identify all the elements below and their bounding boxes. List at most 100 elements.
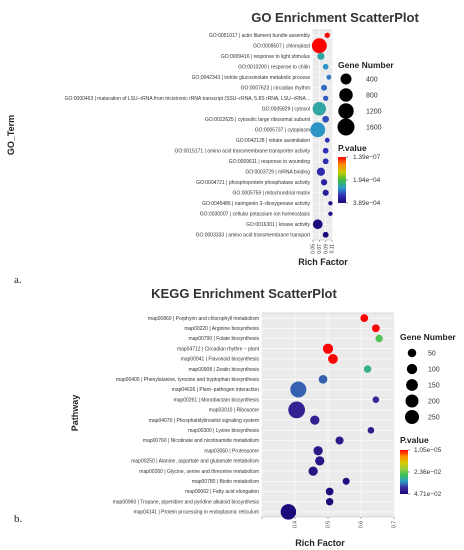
go-scatter-chart: GO Enrichment ScatterPlot a. GO:0051017 | …: [6, 10, 419, 286]
kegg-scatter-chart: KEGG Enrichment ScatterPlot b. map00860 | …: [14, 286, 456, 548]
data-point: [375, 334, 383, 343]
size-legend-circle: [405, 394, 419, 408]
y-tick-label: GO:0005759 | mitochondrial matrix: [233, 190, 311, 196]
y-tick-label: GO:0004721 | phosphoprotein phosphatase …: [196, 180, 310, 186]
x-tick-label: 0.5: [326, 521, 332, 528]
chart-title: GO Enrichment ScatterPlot: [251, 10, 419, 25]
data-point: [342, 477, 350, 485]
data-point: [288, 401, 306, 419]
data-point: [280, 504, 297, 520]
y-tick-label: GO:0010200 | response to chitin: [238, 64, 310, 70]
data-point: [325, 497, 334, 506]
data-point: [317, 52, 325, 60]
y-tick-label: map00941 | Flavonoid biosynthesis: [181, 357, 260, 363]
data-point: [312, 219, 323, 230]
color-legend-label: 2.36e−02: [414, 469, 442, 476]
color-legend-label: 1.39e−07: [353, 154, 381, 161]
color-legend-bar: [400, 450, 408, 494]
size-legend-label: 400: [366, 76, 378, 83]
y-tick-label: map04712 | Circadian rhythm − plant: [177, 346, 260, 352]
data-point: [313, 446, 323, 456]
y-tick-label: GO:0042128 | nitrate assimilation: [236, 138, 310, 144]
x-tick-label: 0.11: [330, 244, 336, 254]
data-point: [316, 167, 326, 176]
size-legend-label: 100: [428, 366, 440, 373]
data-point: [290, 381, 307, 398]
y-tick-label: GO:0003729 | mRNA binding: [245, 169, 310, 175]
data-point: [312, 102, 327, 116]
y-tick-label: GO:0005737 | cytoplasm: [255, 127, 310, 133]
size-legend-circle: [339, 88, 353, 102]
size-legend-label: 800: [366, 92, 378, 99]
y-tick-label: GO:0051017 | actin filament bundle assem…: [209, 33, 311, 39]
y-tick-label: GO:0030007 | cellular potassium ion home…: [200, 211, 311, 217]
data-point: [328, 354, 338, 364]
x-tick-label: 0.7: [392, 521, 398, 528]
size-legend-label: 250: [428, 414, 440, 421]
y-tick-label: GO:0016301 | kinase activity: [246, 222, 310, 228]
size-legend-circle: [338, 103, 354, 119]
data-point: [322, 147, 329, 154]
data-point: [328, 201, 333, 206]
y-tick-label: map00220 | Arginine biosynthesis: [184, 326, 259, 332]
color-legend-label: 4.71e−02: [414, 491, 442, 498]
color-legend-label: 1.94e−04: [353, 177, 381, 184]
data-point: [318, 374, 328, 384]
x-tick-label: 0.09: [323, 244, 329, 254]
y-tick-label: GO:0022625 | cytosolic large ribosomal s…: [205, 117, 311, 123]
y-tick-label: map00250 | Alanine, aspartate and glutam…: [131, 459, 259, 465]
x-tick-label: 0.6: [359, 521, 365, 528]
y-tick-label: map04626 | Plant−pathogen interaction: [172, 387, 260, 393]
data-point: [308, 466, 318, 476]
y-tick-label: map03050 | Proteasome: [204, 448, 259, 454]
y-axis-label: Pathway: [70, 395, 80, 432]
color-legend-label: 1.05e−05: [414, 447, 442, 454]
x-tick-label: 0.4: [293, 521, 299, 528]
y-tick-label: map00062 | Fatty acid elongation: [185, 489, 259, 495]
size-legend-label: 150: [428, 382, 440, 389]
color-legend-title: P.value: [338, 143, 367, 153]
data-point: [322, 343, 334, 354]
x-tick-label: 0.07: [317, 244, 323, 254]
data-point: [335, 436, 344, 445]
y-tick-label: map00760 | Nicotinate and nicotinamide m…: [143, 438, 259, 444]
data-point: [324, 137, 330, 143]
data-point: [371, 324, 380, 333]
chart-title: KEGG Enrichment ScatterPlot: [151, 286, 337, 301]
data-point: [323, 95, 329, 101]
data-point: [360, 314, 369, 322]
y-tick-label: map00300 | Lysine biosynthesis: [188, 428, 259, 434]
data-point: [372, 396, 380, 404]
color-legend-title: P.value: [400, 435, 429, 445]
x-axis-label: Rich Factor: [298, 257, 348, 267]
y-tick-label: map00960 | Tropane, piperidine and pyrid…: [113, 499, 260, 505]
size-legend-label: 50: [428, 350, 436, 357]
data-point: [311, 38, 327, 54]
y-tick-label: GO:0009611 | response to wounding: [229, 159, 310, 165]
y-tick-label: map04141 | Protein processing in endopla…: [133, 510, 259, 516]
data-point: [321, 84, 328, 91]
y-tick-label: GO:0042343 | indole glucosinolate metabo…: [192, 75, 311, 81]
size-legend-title: Gene Number: [400, 332, 456, 342]
y-tick-label: GO:0007623 | circadian rhythm: [241, 85, 310, 91]
y-tick-label: GO:0003333 | amino acid transmembrane tr…: [196, 232, 311, 238]
data-point: [363, 365, 372, 373]
y-tick-label: GO:0009507 | chloroplast: [253, 43, 311, 49]
data-point: [322, 158, 329, 165]
y-tick-label: GO:0015171 | amino acid transmembrane tr…: [174, 148, 310, 154]
data-point: [315, 456, 325, 466]
size-legend-label: 1600: [366, 124, 382, 131]
size-legend-circle: [337, 118, 355, 136]
y-tick-label: map04070 | Phosphatidylinositol signalin…: [149, 418, 259, 424]
y-tick-label: map00860 | Porphyrin and chlorophyll met…: [148, 316, 259, 322]
data-point: [322, 189, 329, 196]
color-legend-bar: [338, 157, 346, 203]
panel-label: b.: [14, 513, 23, 525]
x-tick-label: 0.05: [311, 244, 317, 254]
data-point: [328, 211, 333, 216]
size-legend-circle: [406, 363, 418, 375]
size-legend-circle: [407, 348, 417, 358]
panel-label: a.: [14, 274, 22, 286]
y-axis-label: GO_Term: [6, 115, 16, 155]
